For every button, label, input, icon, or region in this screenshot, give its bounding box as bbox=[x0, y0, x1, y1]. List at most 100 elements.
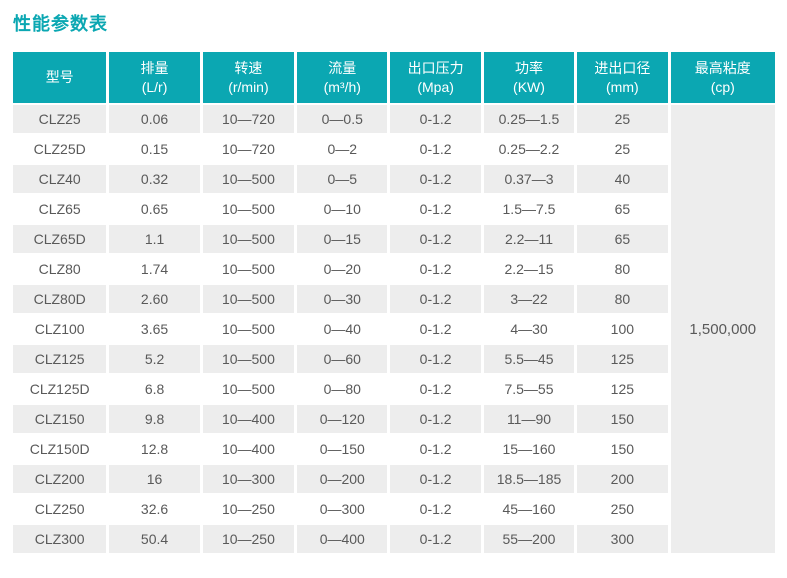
table-cell: 0-1.2 bbox=[390, 465, 481, 493]
table-cell: 0.65 bbox=[109, 195, 200, 223]
table-cell: 10—500 bbox=[202, 225, 295, 253]
model-cell: CLZ65 bbox=[13, 195, 107, 223]
table-cell: 0-1.2 bbox=[390, 315, 481, 343]
page-title: 性能参数表 bbox=[13, 14, 108, 34]
table-cell: 200 bbox=[577, 465, 668, 493]
table-cell: 10—720 bbox=[202, 105, 295, 133]
table-cell: 0—0.5 bbox=[297, 105, 388, 133]
table-cell: 1.1 bbox=[109, 225, 200, 253]
table-cell: 65 bbox=[577, 225, 668, 253]
table-cell: 15—160 bbox=[483, 435, 575, 463]
model-cell: CLZ125 bbox=[13, 345, 107, 373]
column-header-2: 转速 (r/min) bbox=[202, 52, 295, 103]
table-cell: 25 bbox=[577, 105, 668, 133]
table-cell: 0.37—3 bbox=[483, 165, 575, 193]
table-cell: 4—30 bbox=[483, 315, 575, 343]
table-cell: 0-1.2 bbox=[390, 105, 481, 133]
table-cell: 2.2—15 bbox=[483, 255, 575, 283]
table-cell: 40 bbox=[577, 165, 668, 193]
table-cell: 125 bbox=[577, 375, 668, 403]
table-row: CLZ150 9.8 10—400 0—120 0-1.2 11—90 150 bbox=[13, 405, 775, 433]
table-cell: 0-1.2 bbox=[390, 375, 481, 403]
table-cell: 150 bbox=[577, 405, 668, 433]
table-row: CLZ25 0.06 10—720 0—0.5 0-1.2 0.25—1.5 25 1,500… bbox=[13, 105, 775, 553]
column-header-1: 排量 (L/r) bbox=[109, 52, 200, 103]
table-cell: 0.32 bbox=[109, 165, 200, 193]
table-cell: 0-1.2 bbox=[390, 345, 481, 373]
table-cell: 10—500 bbox=[202, 345, 295, 373]
column-header-0: 型号 bbox=[13, 52, 107, 103]
model-cell: CLZ100 bbox=[13, 315, 107, 343]
table-cell: 0—40 bbox=[297, 315, 388, 343]
table-cell: 0—5 bbox=[297, 165, 388, 193]
table-row: CLZ150D 12.8 10—400 0—150 0-1.2 15—160 150 bbox=[13, 435, 775, 463]
table-cell: 25 bbox=[577, 135, 668, 163]
table-cell: 0-1.2 bbox=[390, 255, 481, 283]
table-cell: 250 bbox=[577, 495, 668, 523]
table-cell: 0-1.2 bbox=[390, 435, 481, 463]
table-cell: 18.5—185 bbox=[483, 465, 575, 493]
table-row: CLZ125D 6.8 10—500 0—80 0-1.2 7.5—55 125 bbox=[13, 375, 775, 403]
model-cell: CLZ25 bbox=[13, 105, 107, 133]
table-cell: 2.60 bbox=[109, 285, 200, 313]
column-header-6: 进出口径 (mm) bbox=[577, 52, 668, 103]
table-cell: 0.06 bbox=[109, 105, 200, 133]
table-cell: 0—60 bbox=[297, 345, 388, 373]
table-cell: 10—720 bbox=[202, 135, 295, 163]
model-cell: CLZ25D bbox=[13, 135, 107, 163]
table-cell: 10—500 bbox=[202, 165, 295, 193]
table-cell: 0-1.2 bbox=[390, 495, 481, 523]
table-cell: 6.8 bbox=[109, 375, 200, 403]
table-cell: 16 bbox=[109, 465, 200, 493]
table-cell: 300 bbox=[577, 525, 668, 553]
table-cell: 0—2 bbox=[297, 135, 388, 163]
table-cell: 0—80 bbox=[297, 375, 388, 403]
table-cell: 0-1.2 bbox=[390, 405, 481, 433]
table-cell: 10—500 bbox=[202, 315, 295, 343]
model-cell: CLZ40 bbox=[13, 165, 107, 193]
table-cell: 32.6 bbox=[109, 495, 200, 523]
table-row: CLZ65 0.65 10—500 0—10 0-1.2 1.5—7.5 65 bbox=[13, 195, 775, 223]
model-cell: CLZ125D bbox=[13, 375, 107, 403]
table-cell: 7.5—55 bbox=[483, 375, 575, 403]
table-cell: 0—30 bbox=[297, 285, 388, 313]
table-cell: 0-1.2 bbox=[390, 225, 481, 253]
table-row: CLZ200 16 10—300 0—200 0-1.2 18.5—185 200 bbox=[13, 465, 775, 493]
table-cell: 2.2—11 bbox=[483, 225, 575, 253]
table-cell: 0-1.2 bbox=[390, 135, 481, 163]
table-cell: 0—10 bbox=[297, 195, 388, 223]
table-cell: 0—15 bbox=[297, 225, 388, 253]
table-cell: 0—20 bbox=[297, 255, 388, 283]
table-cell: 5.2 bbox=[109, 345, 200, 373]
table-cell: 80 bbox=[577, 255, 668, 283]
table-cell: 80 bbox=[577, 285, 668, 313]
table-cell: 0.25—2.2 bbox=[483, 135, 575, 163]
table-cell: 45—160 bbox=[483, 495, 575, 523]
table-cell: 0—400 bbox=[297, 525, 388, 553]
table-cell: 55—200 bbox=[483, 525, 575, 553]
table-cell: 10—500 bbox=[202, 285, 295, 313]
model-cell: CLZ80 bbox=[13, 255, 107, 283]
table-cell: 12.8 bbox=[109, 435, 200, 463]
table-cell: 10—250 bbox=[202, 495, 295, 523]
table-cell: 0-1.2 bbox=[390, 285, 481, 313]
table-cell: 3.65 bbox=[109, 315, 200, 343]
table-row: CLZ65D 1.1 10—500 0—15 0-1.2 2.2—11 65 bbox=[13, 225, 775, 253]
table-cell: 0—150 bbox=[297, 435, 388, 463]
table-cell: 125 bbox=[577, 345, 668, 373]
column-header-4: 出口压力 (Mpa) bbox=[390, 52, 481, 103]
table-cell: 10—300 bbox=[202, 465, 295, 493]
column-header-7: 最高粘度 (cp) bbox=[670, 52, 775, 103]
max-viscosity-cell: 1,500,000 bbox=[670, 105, 775, 553]
table-cell: 0-1.2 bbox=[390, 165, 481, 193]
table-row: CLZ100 3.65 10—500 0—40 0-1.2 4—30 100 bbox=[13, 315, 775, 343]
table-cell: 10—500 bbox=[202, 195, 295, 223]
table-cell: 0—200 bbox=[297, 465, 388, 493]
table-cell: 3—22 bbox=[483, 285, 575, 313]
table-cell: 1.5—7.5 bbox=[483, 195, 575, 223]
table-row: CLZ40 0.32 10—500 0—5 0-1.2 0.37—3 40 bbox=[13, 165, 775, 193]
table-cell: 10—500 bbox=[202, 255, 295, 283]
table-cell: 0—300 bbox=[297, 495, 388, 523]
table-cell: 10—400 bbox=[202, 435, 295, 463]
